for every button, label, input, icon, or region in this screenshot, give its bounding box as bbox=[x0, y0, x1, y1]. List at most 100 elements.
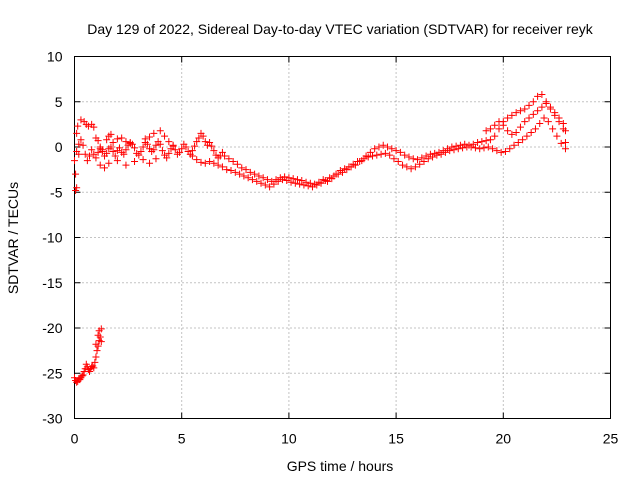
data-point bbox=[291, 179, 299, 187]
data-point bbox=[478, 138, 486, 146]
data-point bbox=[360, 155, 368, 163]
data-point bbox=[111, 152, 119, 160]
data-point bbox=[521, 105, 529, 113]
data-point bbox=[236, 170, 244, 178]
data-point bbox=[523, 132, 531, 140]
chart-title: Day 129 of 2022, Sidereal Day-to-day VTE… bbox=[87, 21, 593, 37]
data-point bbox=[71, 157, 78, 165]
data-point bbox=[97, 325, 105, 333]
data-point bbox=[289, 175, 297, 183]
data-point bbox=[137, 148, 145, 156]
data-point bbox=[98, 146, 106, 154]
x-tick-label: 10 bbox=[281, 431, 297, 447]
data-point bbox=[107, 130, 115, 138]
data-point bbox=[274, 177, 282, 185]
data-point bbox=[386, 151, 394, 159]
data-point bbox=[113, 135, 121, 143]
data-point bbox=[244, 174, 252, 182]
data-point bbox=[482, 137, 490, 145]
data-point bbox=[454, 145, 462, 153]
data-point bbox=[501, 148, 509, 156]
data-point bbox=[334, 170, 342, 178]
data-point bbox=[296, 180, 304, 188]
y-tick-label: -30 bbox=[42, 411, 62, 427]
data-point bbox=[401, 151, 409, 159]
data-point bbox=[105, 159, 113, 167]
data-point bbox=[263, 176, 271, 184]
data-point bbox=[495, 118, 503, 126]
data-point bbox=[223, 166, 231, 174]
data-point bbox=[424, 155, 432, 163]
data-point bbox=[238, 164, 246, 172]
data-point bbox=[512, 129, 520, 137]
data-point bbox=[94, 331, 102, 339]
data-point bbox=[321, 176, 329, 184]
data-point bbox=[538, 103, 546, 111]
data-point bbox=[480, 144, 488, 152]
data-point bbox=[161, 132, 169, 140]
data-point bbox=[206, 138, 214, 146]
x-tick-label: 15 bbox=[388, 431, 404, 447]
data-point bbox=[506, 145, 514, 153]
data-point bbox=[135, 151, 143, 159]
data-point bbox=[113, 157, 121, 165]
y-tick-label: -20 bbox=[42, 320, 62, 336]
data-point bbox=[519, 136, 527, 144]
data-point bbox=[171, 146, 179, 154]
data-point bbox=[118, 134, 126, 142]
data-point bbox=[527, 129, 535, 137]
data-point bbox=[188, 152, 196, 160]
data-point bbox=[531, 125, 539, 133]
data-point bbox=[201, 159, 209, 167]
data-point bbox=[420, 157, 428, 165]
data-point bbox=[536, 119, 544, 127]
data-point bbox=[139, 143, 147, 151]
grid bbox=[74, 56, 611, 419]
data-point bbox=[405, 153, 413, 161]
y-tick-label: 0 bbox=[55, 139, 63, 155]
data-point bbox=[491, 121, 499, 129]
data-point bbox=[150, 129, 158, 137]
x-tick-label: 5 bbox=[178, 431, 186, 447]
data-point bbox=[339, 168, 346, 176]
x-tick-label: 25 bbox=[603, 431, 619, 447]
data-point bbox=[214, 161, 222, 169]
data-point bbox=[437, 150, 445, 158]
data-point bbox=[510, 141, 518, 149]
series-lower-track bbox=[188, 114, 569, 191]
data-point bbox=[482, 127, 490, 135]
y-tick-label: -5 bbox=[50, 184, 63, 200]
data-point bbox=[351, 161, 359, 169]
data-point bbox=[78, 372, 86, 380]
data-point bbox=[499, 121, 507, 129]
data-point bbox=[283, 176, 291, 184]
data-point bbox=[199, 132, 207, 140]
data-point bbox=[77, 116, 85, 124]
data-point bbox=[313, 181, 321, 189]
data-point bbox=[84, 122, 92, 130]
data-point bbox=[122, 138, 130, 146]
data-point bbox=[150, 146, 158, 154]
data-point bbox=[90, 150, 98, 158]
data-point bbox=[74, 122, 82, 130]
data-point bbox=[208, 142, 216, 150]
data-point bbox=[143, 140, 151, 148]
y-tick-label: 10 bbox=[47, 49, 63, 65]
data-point bbox=[83, 157, 91, 165]
data-point bbox=[356, 157, 364, 165]
data-point bbox=[508, 130, 516, 138]
data-point bbox=[433, 151, 441, 159]
data-point bbox=[201, 138, 209, 146]
x-tick-label: 20 bbox=[496, 431, 512, 447]
data-point bbox=[77, 136, 85, 144]
data-point bbox=[529, 110, 537, 118]
data-point bbox=[525, 114, 533, 122]
data-point bbox=[484, 143, 492, 151]
data-point bbox=[73, 129, 81, 137]
data-point bbox=[287, 178, 295, 186]
data-point bbox=[253, 177, 261, 185]
data-point bbox=[551, 109, 559, 117]
data-point bbox=[233, 160, 241, 168]
axis-ticks: 0 5 10 15 20 25 -30 -25 -20 -15 -10 -5 0 5 10 bbox=[42, 49, 618, 447]
